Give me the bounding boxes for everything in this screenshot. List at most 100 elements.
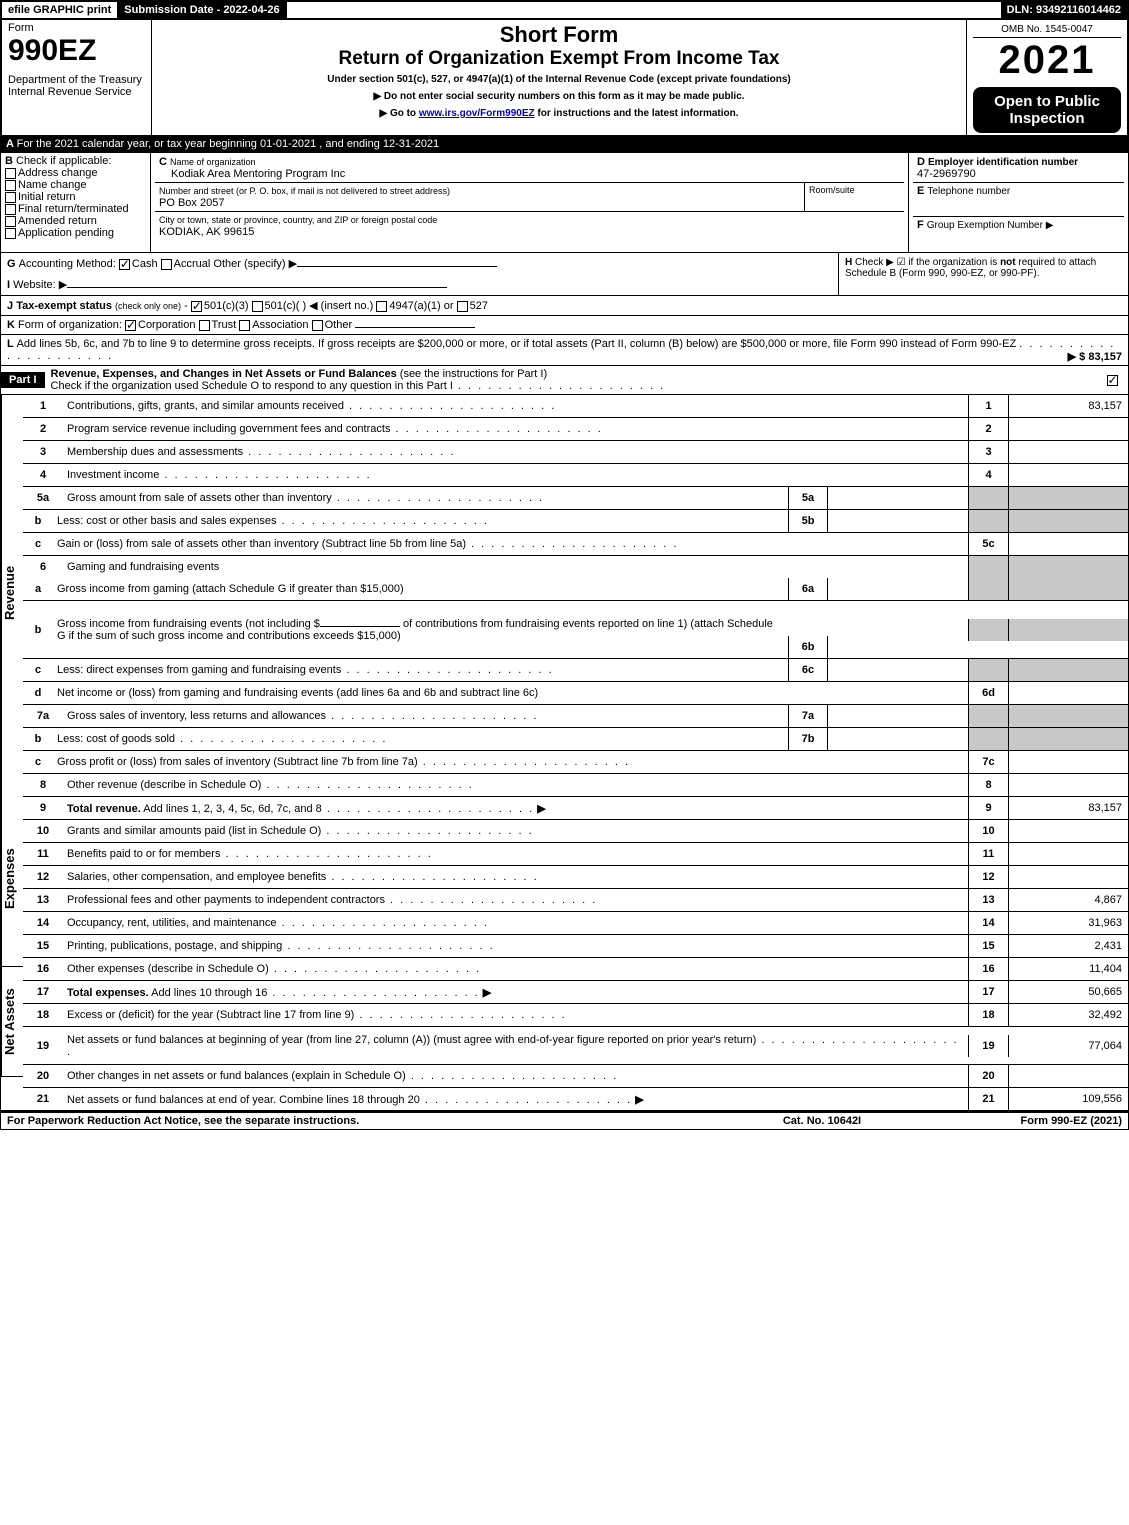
line-21: 21Net assets or fund balances at end of … <box>23 1088 1128 1110</box>
amt-17: 50,665 <box>1008 981 1128 1003</box>
4947-checkbox[interactable] <box>376 301 387 312</box>
check-initial[interactable]: Initial return <box>5 191 146 203</box>
501c3-checkbox[interactable] <box>191 301 202 312</box>
line-6d: dNet income or (loss) from gaming and fu… <box>23 682 1128 705</box>
dept-label: Department of the Treasury <box>8 74 145 86</box>
check-name[interactable]: Name change <box>5 179 146 191</box>
goto-prefix: ▶ Go to <box>379 108 418 119</box>
main-title: Return of Organization Exempt From Incom… <box>158 48 960 70</box>
amt-16: 11,404 <box>1008 958 1128 980</box>
assoc-checkbox[interactable] <box>239 320 250 331</box>
line-4: 4Investment income4 <box>23 464 1128 487</box>
form-column: Form 990EZ Department of the Treasury In… <box>2 20 152 135</box>
line-18: 18Excess or (deficit) for the year (Subt… <box>23 1004 1128 1027</box>
part1-header-row: Part I Revenue, Expenses, and Changes in… <box>0 366 1129 395</box>
amt-15: 2,431 <box>1008 935 1128 957</box>
amt-9: 83,157 <box>1008 797 1128 819</box>
527-checkbox[interactable] <box>457 301 468 312</box>
line-7b: bLess: cost of goods sold7b <box>23 728 1128 751</box>
amt-21: 109,556 <box>1008 1088 1128 1110</box>
corp-checkbox[interactable] <box>125 320 136 331</box>
irs-label: Internal Revenue Service <box>8 86 145 98</box>
501c-checkbox[interactable] <box>252 301 263 312</box>
group-exemption-label: Group Exemption Number ▶ <box>927 220 1054 231</box>
form-number: 990EZ <box>8 34 145 68</box>
line-13: 13Professional fees and other payments t… <box>23 889 1128 912</box>
under-section-note: Under section 501(c), 527, or 4947(a)(1)… <box>158 74 960 85</box>
goto-note: ▶ Go to www.irs.gov/Form990EZ for instru… <box>158 108 960 119</box>
city-label: City or town, state or province, country… <box>159 215 437 225</box>
section-h: H Check ▶ ☑ if the organization is not r… <box>838 253 1128 295</box>
cash-checkbox[interactable] <box>119 259 130 270</box>
section-k: K Form of organization: Corporation Trus… <box>0 316 1129 335</box>
top-bar: efile GRAPHIC print Submission Date - 20… <box>0 0 1129 20</box>
section-gh: G Accounting Method: Cash Accrual Other … <box>0 253 1129 296</box>
room-suite-label: Room/suite <box>804 183 904 211</box>
other-org-checkbox[interactable] <box>312 320 323 331</box>
amt-18: 32,492 <box>1008 1004 1128 1026</box>
section-j: J Tax-exempt status (check only one) - 5… <box>0 296 1129 316</box>
line-7c: cGross profit or (loss) from sales of in… <box>23 751 1128 774</box>
amt-13: 4,867 <box>1008 889 1128 911</box>
short-form-title: Short Form <box>158 22 960 48</box>
section-a-text: For the 2021 calendar year, or tax year … <box>17 138 440 150</box>
part1-checkbox[interactable] <box>1107 375 1118 386</box>
website-input[interactable] <box>67 287 447 288</box>
inspection-box: Open to Public Inspection <box>973 87 1121 133</box>
lines-table: Revenue Expenses Net Assets 1Contributio… <box>0 395 1129 1111</box>
other-org-input[interactable] <box>355 327 475 328</box>
irs-link[interactable]: www.irs.gov/Form990EZ <box>419 108 535 119</box>
trust-checkbox[interactable] <box>199 320 210 331</box>
topbar-spacer <box>287 2 1001 18</box>
section-def: D Employer identification number 47-2969… <box>908 153 1128 252</box>
line-6a: aGross income from gaming (attach Schedu… <box>23 578 1128 601</box>
org-address: PO Box 2057 <box>159 197 224 209</box>
section-l: L Add lines 5b, 6c, and 7b to line 9 to … <box>0 335 1129 366</box>
check-final[interactable]: Final return/terminated <box>5 203 146 215</box>
dln-number: DLN: 93492116014462 <box>1001 2 1127 18</box>
contrib-input[interactable] <box>320 626 400 627</box>
revenue-sidelabel: Revenue <box>1 395 23 791</box>
info-block: B Check if applicable: Address change Na… <box>0 152 1129 253</box>
part1-heading: Revenue, Expenses, and Changes in Net As… <box>51 368 397 380</box>
line-6b: bGross income from fundraising events (n… <box>23 601 1128 659</box>
check-pending[interactable]: Application pending <box>5 227 146 239</box>
section-b: B Check if applicable: Address change Na… <box>1 153 151 252</box>
section-a-row: A For the 2021 calendar year, or tax yea… <box>0 136 1129 152</box>
expenses-sidelabel: Expenses <box>1 791 23 967</box>
cat-number: Cat. No. 10642I <box>722 1115 922 1127</box>
amt-1: 83,157 <box>1008 395 1128 417</box>
efile-label[interactable]: efile GRAPHIC print <box>2 2 118 18</box>
title-column: Short Form Return of Organization Exempt… <box>152 20 967 135</box>
accounting-label: Accounting Method: <box>19 258 116 270</box>
addr-label: Number and street (or P. O. box, if mail… <box>159 186 450 196</box>
right-column: OMB No. 1545-0047 2021 Open to Public In… <box>967 20 1127 135</box>
org-city: KODIAK, AK 99615 <box>159 226 254 238</box>
footer-row: For Paperwork Reduction Act Notice, see … <box>0 1111 1129 1130</box>
phone-label: Telephone number <box>927 186 1010 197</box>
line-1: 1Contributions, gifts, grants, and simil… <box>23 395 1128 418</box>
other-specify-input[interactable] <box>297 266 497 267</box>
line-17: 17Total expenses. Add lines 10 through 1… <box>23 981 1128 1004</box>
line-6c: cLess: direct expenses from gaming and f… <box>23 659 1128 682</box>
line-12: 12Salaries, other compensation, and empl… <box>23 866 1128 889</box>
goto-suffix: for instructions and the latest informat… <box>535 108 739 119</box>
check-amended[interactable]: Amended return <box>5 215 146 227</box>
line-5b: bLess: cost or other basis and sales exp… <box>23 510 1128 533</box>
amt-14: 31,963 <box>1008 912 1128 934</box>
org-name-label: Name of organization <box>170 157 256 167</box>
line-8: 8Other revenue (describe in Schedule O)8 <box>23 774 1128 797</box>
check-address[interactable]: Address change <box>5 167 146 179</box>
ein-label: Employer identification number <box>928 157 1078 168</box>
line-2: 2Program service revenue including gover… <box>23 418 1128 441</box>
line-14: 14Occupancy, rent, utilities, and mainte… <box>23 912 1128 935</box>
submission-date: Submission Date - 2022-04-26 <box>118 2 286 18</box>
part1-label: Part I <box>1 372 45 388</box>
lines-container: 1Contributions, gifts, grants, and simil… <box>23 395 1128 1110</box>
netassets-sidelabel: Net Assets <box>1 967 23 1077</box>
line-5c: cGain or (loss) from sale of assets othe… <box>23 533 1128 556</box>
section-b-label: Check if applicable: <box>16 155 111 167</box>
line-11: 11Benefits paid to or for members11 <box>23 843 1128 866</box>
gross-receipts: ▶ $ 83,157 <box>1068 350 1122 363</box>
accrual-checkbox[interactable] <box>161 259 172 270</box>
